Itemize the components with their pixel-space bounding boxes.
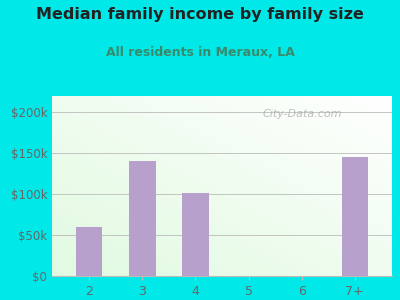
Bar (342, 158, 368, 276)
Bar (129, 161, 156, 276)
Bar (76, 227, 102, 276)
Bar (182, 193, 209, 276)
Text: All residents in Meraux, LA: All residents in Meraux, LA (106, 46, 294, 59)
Text: City-Data.com: City-Data.com (263, 109, 342, 118)
Text: Median family income by family size: Median family income by family size (36, 8, 364, 22)
